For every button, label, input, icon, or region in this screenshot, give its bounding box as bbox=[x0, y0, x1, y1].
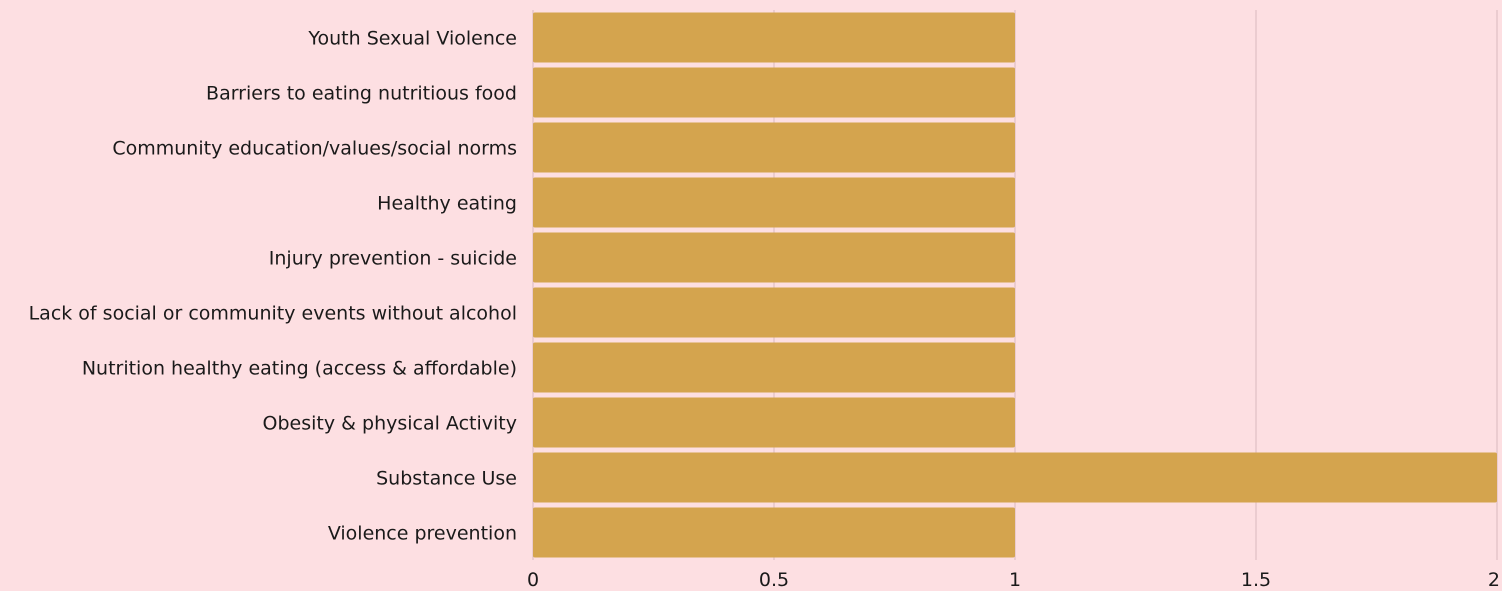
bar-9 bbox=[533, 452, 1497, 503]
bar-2 bbox=[533, 67, 1015, 118]
bars bbox=[533, 12, 1497, 558]
x-tick-label: 0 bbox=[527, 569, 539, 591]
category-label: Violence prevention bbox=[328, 523, 517, 545]
x-tick-label: 1 bbox=[1009, 569, 1021, 591]
bar-6 bbox=[533, 287, 1015, 338]
category-labels: Youth Sexual Violence Barriers to eating … bbox=[29, 28, 517, 545]
category-label: Substance Use bbox=[376, 468, 517, 490]
bar-3 bbox=[533, 122, 1015, 173]
bar-1 bbox=[533, 12, 1015, 63]
category-label: Nutrition healthy eating (access & affor… bbox=[82, 358, 517, 380]
bar-8 bbox=[533, 397, 1015, 448]
category-label: Injury prevention - suicide bbox=[269, 248, 517, 270]
bar-4 bbox=[533, 177, 1015, 228]
bar-7 bbox=[533, 342, 1015, 393]
category-label: Healthy eating bbox=[377, 193, 517, 215]
category-label: Youth Sexual Violence bbox=[307, 28, 517, 50]
bar-10 bbox=[533, 507, 1015, 558]
x-tick-label: 0.5 bbox=[759, 569, 789, 591]
category-label: Obesity & physical Activity bbox=[263, 413, 517, 435]
bar-5 bbox=[533, 232, 1015, 283]
x-tick-label: 1.5 bbox=[1241, 569, 1271, 591]
category-label: Community education/values/social norms bbox=[112, 138, 517, 160]
x-axis-tick-labels: 0 0.5 1 1.5 2 bbox=[527, 569, 1500, 591]
category-label: Lack of social or community events witho… bbox=[29, 303, 517, 325]
category-label: Barriers to eating nutritious food bbox=[206, 83, 517, 105]
x-tick-label: 2 bbox=[1488, 569, 1500, 591]
